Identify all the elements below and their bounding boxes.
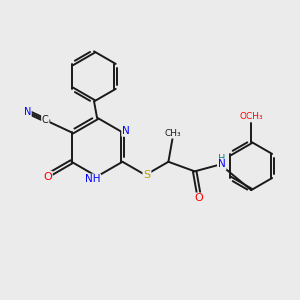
Text: H: H (218, 154, 225, 164)
Text: NH: NH (85, 174, 100, 184)
Text: S: S (143, 170, 151, 180)
Text: O: O (194, 194, 203, 203)
Text: CH₃: CH₃ (164, 129, 181, 138)
Text: C: C (42, 115, 49, 125)
Text: O: O (43, 172, 52, 182)
Text: N: N (122, 126, 130, 136)
Text: N: N (218, 160, 226, 170)
Text: OCH₃: OCH₃ (239, 112, 263, 121)
Text: N: N (23, 106, 31, 117)
